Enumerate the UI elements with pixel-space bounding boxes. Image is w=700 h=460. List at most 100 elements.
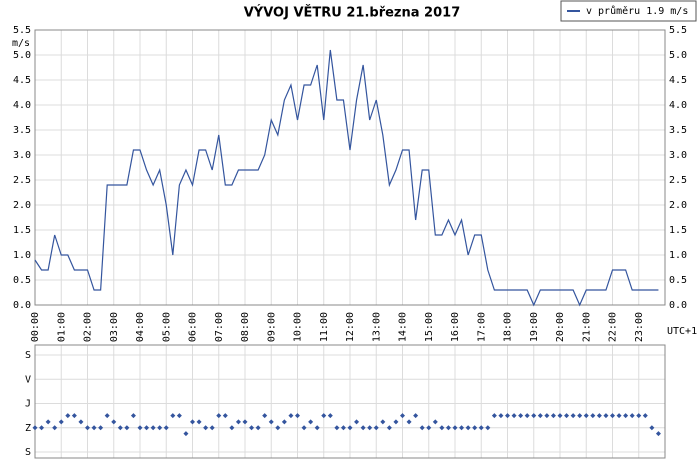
direction-point bbox=[58, 419, 64, 425]
x-tick-label: 20:00 bbox=[555, 312, 566, 342]
direction-point bbox=[249, 425, 255, 431]
direction-point bbox=[176, 413, 182, 419]
direction-point bbox=[137, 425, 143, 431]
y-tick-label: 0.5 bbox=[13, 275, 31, 286]
direction-point bbox=[511, 413, 517, 419]
x-tick-label: 15:00 bbox=[424, 312, 435, 342]
direction-point bbox=[629, 413, 635, 419]
y-tick-label-right: 4.5 bbox=[669, 75, 687, 86]
direction-point bbox=[524, 413, 530, 419]
direction-point bbox=[130, 413, 136, 419]
direction-point bbox=[321, 413, 327, 419]
direction-point bbox=[564, 413, 570, 419]
x-tick-label: 12:00 bbox=[345, 312, 356, 342]
direction-point bbox=[485, 425, 491, 431]
direction-point bbox=[459, 425, 465, 431]
y-axis-label: m/s bbox=[12, 38, 30, 49]
x-tick-label: 16:00 bbox=[450, 312, 461, 342]
legend-label: v průměru 1.9 m/s bbox=[586, 5, 688, 17]
direction-point bbox=[655, 431, 661, 437]
direction-point bbox=[222, 413, 228, 419]
direction-point bbox=[354, 419, 360, 425]
direction-point bbox=[301, 425, 307, 431]
direction-point bbox=[85, 425, 90, 431]
direction-point bbox=[229, 425, 235, 431]
y-tick-label: 3.5 bbox=[13, 125, 31, 136]
y-tick-label-right: 0.5 bbox=[669, 275, 687, 286]
y-tick-label-right: 1.0 bbox=[669, 250, 687, 261]
direction-point bbox=[242, 419, 248, 425]
direction-point bbox=[327, 413, 333, 419]
direction-point bbox=[583, 413, 589, 419]
direction-point bbox=[32, 425, 38, 431]
direction-point bbox=[367, 425, 373, 431]
direction-point bbox=[340, 425, 346, 431]
direction-point bbox=[531, 413, 537, 419]
x-tick-label: 11:00 bbox=[319, 312, 330, 342]
direction-point bbox=[557, 413, 563, 419]
direction-point bbox=[413, 413, 419, 419]
y-tick-label: 4.0 bbox=[13, 100, 31, 111]
direction-point bbox=[432, 419, 438, 425]
x-tick-label: 05:00 bbox=[161, 312, 172, 342]
direction-point bbox=[386, 425, 392, 431]
x-tick-label: 01:00 bbox=[56, 312, 67, 342]
direction-point bbox=[255, 425, 261, 431]
direction-point bbox=[610, 413, 615, 419]
y-tick-label-right: 4.0 bbox=[669, 100, 687, 111]
direction-point bbox=[360, 425, 366, 431]
direction-point bbox=[78, 419, 84, 425]
y-tick-label: J bbox=[25, 399, 31, 410]
direction-point bbox=[623, 413, 629, 419]
data-line bbox=[34, 49, 659, 307]
y-tick-label-right: 2.0 bbox=[669, 200, 687, 211]
direction-point bbox=[537, 413, 543, 419]
direction-point bbox=[183, 431, 189, 437]
direction-point bbox=[91, 425, 97, 431]
direction-point bbox=[235, 419, 241, 425]
x-tick-label: 06:00 bbox=[188, 312, 199, 342]
direction-point bbox=[262, 413, 268, 419]
y-tick-label-right: 5.0 bbox=[669, 50, 687, 61]
y-tick-label: 2.5 bbox=[13, 175, 31, 186]
y-tick-label: 0.0 bbox=[13, 300, 31, 311]
direction-point bbox=[616, 413, 622, 419]
direction-point bbox=[157, 425, 163, 431]
x-tick-label: 18:00 bbox=[503, 312, 514, 342]
x-tick-label: 03:00 bbox=[109, 312, 120, 342]
direction-point bbox=[170, 413, 176, 419]
x-tick-label: 02:00 bbox=[83, 312, 94, 342]
direction-point bbox=[314, 425, 320, 431]
x-tick-label: 17:00 bbox=[476, 312, 487, 342]
direction-point bbox=[505, 413, 510, 419]
direction-point bbox=[111, 419, 117, 425]
direction-point bbox=[478, 425, 484, 431]
direction-point bbox=[347, 425, 353, 431]
direction-point bbox=[209, 425, 215, 431]
direction-point bbox=[104, 413, 110, 419]
direction-point bbox=[400, 413, 405, 419]
y-tick-label-right: 2.5 bbox=[669, 175, 687, 186]
y-tick-label: 5.5 bbox=[13, 25, 31, 36]
direction-point bbox=[393, 419, 399, 425]
y-tick-label: Z bbox=[25, 423, 31, 434]
x-tick-label: 08:00 bbox=[240, 312, 251, 342]
chart-title: VÝVOJ VĚTRU 21.března 2017 bbox=[244, 5, 461, 21]
direction-point bbox=[544, 413, 550, 419]
direction-point bbox=[334, 425, 340, 431]
direction-point bbox=[216, 413, 222, 419]
x-tick-label: 14:00 bbox=[398, 312, 409, 342]
legend-box bbox=[560, 0, 697, 22]
y-tick-label: 4.5 bbox=[13, 75, 31, 86]
direction-point bbox=[275, 425, 281, 431]
y-tick-label-right: 3.0 bbox=[669, 150, 687, 161]
y-tick-label-right: 3.5 bbox=[669, 125, 687, 136]
direction-point bbox=[196, 419, 202, 425]
y-tick-label: S bbox=[25, 350, 31, 361]
direction-point bbox=[465, 425, 471, 431]
direction-point bbox=[472, 425, 478, 431]
direction-point bbox=[203, 425, 209, 431]
direction-point bbox=[150, 425, 156, 431]
y-tick-label: 1.5 bbox=[13, 225, 31, 236]
